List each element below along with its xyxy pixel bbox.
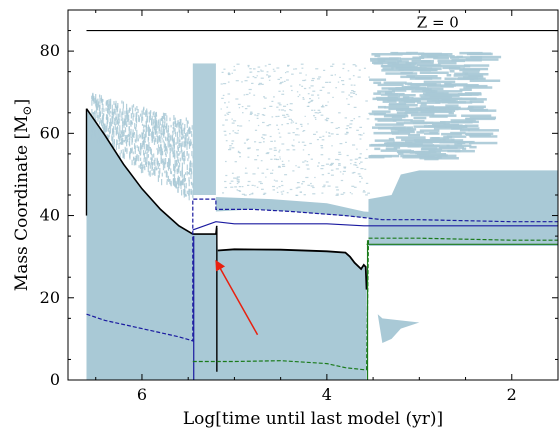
mixing-block — [192, 63, 216, 195]
y-tick-label: 40 — [40, 206, 60, 225]
shell-mixing-region — [215, 197, 558, 221]
y-axis-ticks: 0 20 40 60 80 — [40, 30, 558, 389]
annotation-arrow — [215, 259, 259, 336]
x-tick-label: 6 — [137, 385, 147, 404]
envelope-mixing-region — [368, 170, 558, 246]
x-tick-label: 4 — [322, 385, 332, 404]
plot-area — [85, 51, 558, 380]
x-tick-label: 2 — [507, 385, 517, 404]
small-mixing-patch — [377, 314, 420, 343]
convective-core-region — [86, 108, 367, 380]
stellar-mass-curve — [85, 108, 218, 235]
z-annotation: Z = 0 — [417, 14, 459, 32]
y-tick-label: 0 — [50, 370, 60, 389]
y-axis-label: Mass Coordinate [M⊙] — [12, 99, 34, 291]
h-free-core-solid — [192, 221, 558, 231]
data-curves — [85, 108, 558, 380]
core-mass-curve — [217, 248, 368, 290]
x-axis-label: Log[time until last model (yr)] — [183, 409, 443, 429]
y-tick-label: 60 — [40, 123, 60, 142]
he-free-core-dashed — [192, 237, 558, 371]
x-axis-ticks: 6 4 2 — [95, 10, 559, 404]
y-tick-label: 20 — [40, 288, 60, 307]
convective-regions — [86, 51, 558, 380]
h-free-core-dashed — [86, 198, 558, 342]
y-tick-label: 80 — [40, 41, 60, 60]
